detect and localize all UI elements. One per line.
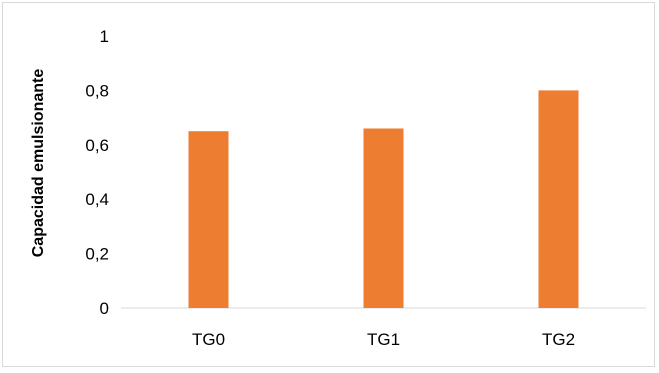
y-tick-labels: 0 0,2 0,4 0,6 0,8 1 xyxy=(85,27,109,318)
y-tick-label: 0 xyxy=(100,299,109,318)
y-axis-label: Capacidad emulsionante xyxy=(30,69,47,258)
x-tick-label: TG0 xyxy=(192,330,225,349)
y-tick-label: 0,2 xyxy=(85,245,109,264)
y-tick-label: 0,4 xyxy=(85,190,109,209)
y-tick-label: 0,8 xyxy=(85,81,109,100)
bar-tg0 xyxy=(188,131,229,308)
x-tick-labels: TG0 TG1 TG2 xyxy=(192,330,575,349)
bar-tg1 xyxy=(363,128,404,308)
y-tick-label: 1 xyxy=(100,27,109,46)
y-tick-label: 0,6 xyxy=(85,136,109,155)
bar-tg2 xyxy=(538,90,579,309)
bar-chart: Capacidad emulsionante 0 0,2 0,4 0,6 0,8 1 TG… xyxy=(30,27,646,349)
x-tick-label: TG2 xyxy=(542,330,575,349)
bars xyxy=(188,90,579,309)
chart-frame: Capacidad emulsionante 0 0,2 0,4 0,6 0,8 1 TG… xyxy=(2,2,655,367)
x-tick-label: TG1 xyxy=(367,330,400,349)
